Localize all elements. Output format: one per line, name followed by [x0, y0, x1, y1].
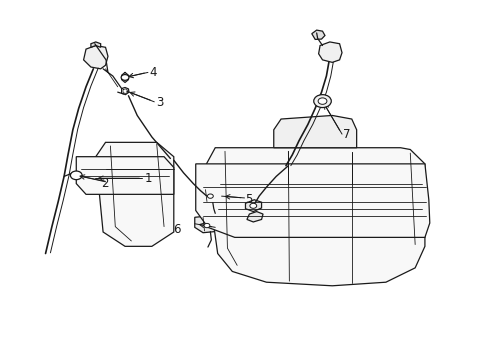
Polygon shape	[273, 116, 356, 148]
Text: 5: 5	[245, 193, 252, 206]
Polygon shape	[205, 148, 424, 286]
Circle shape	[70, 171, 82, 180]
Polygon shape	[194, 216, 219, 233]
Circle shape	[121, 75, 129, 80]
Polygon shape	[91, 42, 101, 47]
Polygon shape	[246, 212, 263, 222]
Circle shape	[313, 95, 330, 108]
Polygon shape	[318, 42, 341, 62]
Circle shape	[207, 194, 213, 198]
Text: 4: 4	[149, 66, 157, 79]
Text: 2: 2	[101, 177, 108, 190]
Text: 7: 7	[343, 127, 350, 141]
Polygon shape	[76, 157, 173, 194]
Circle shape	[249, 203, 256, 208]
Polygon shape	[195, 164, 429, 237]
Polygon shape	[83, 45, 108, 69]
Circle shape	[318, 98, 326, 104]
Polygon shape	[96, 142, 173, 246]
Polygon shape	[199, 188, 221, 203]
Polygon shape	[245, 200, 261, 212]
Polygon shape	[311, 30, 325, 40]
Text: 6: 6	[172, 223, 180, 236]
Circle shape	[203, 224, 209, 228]
Text: 1: 1	[144, 172, 152, 185]
Text: 3: 3	[156, 96, 163, 109]
